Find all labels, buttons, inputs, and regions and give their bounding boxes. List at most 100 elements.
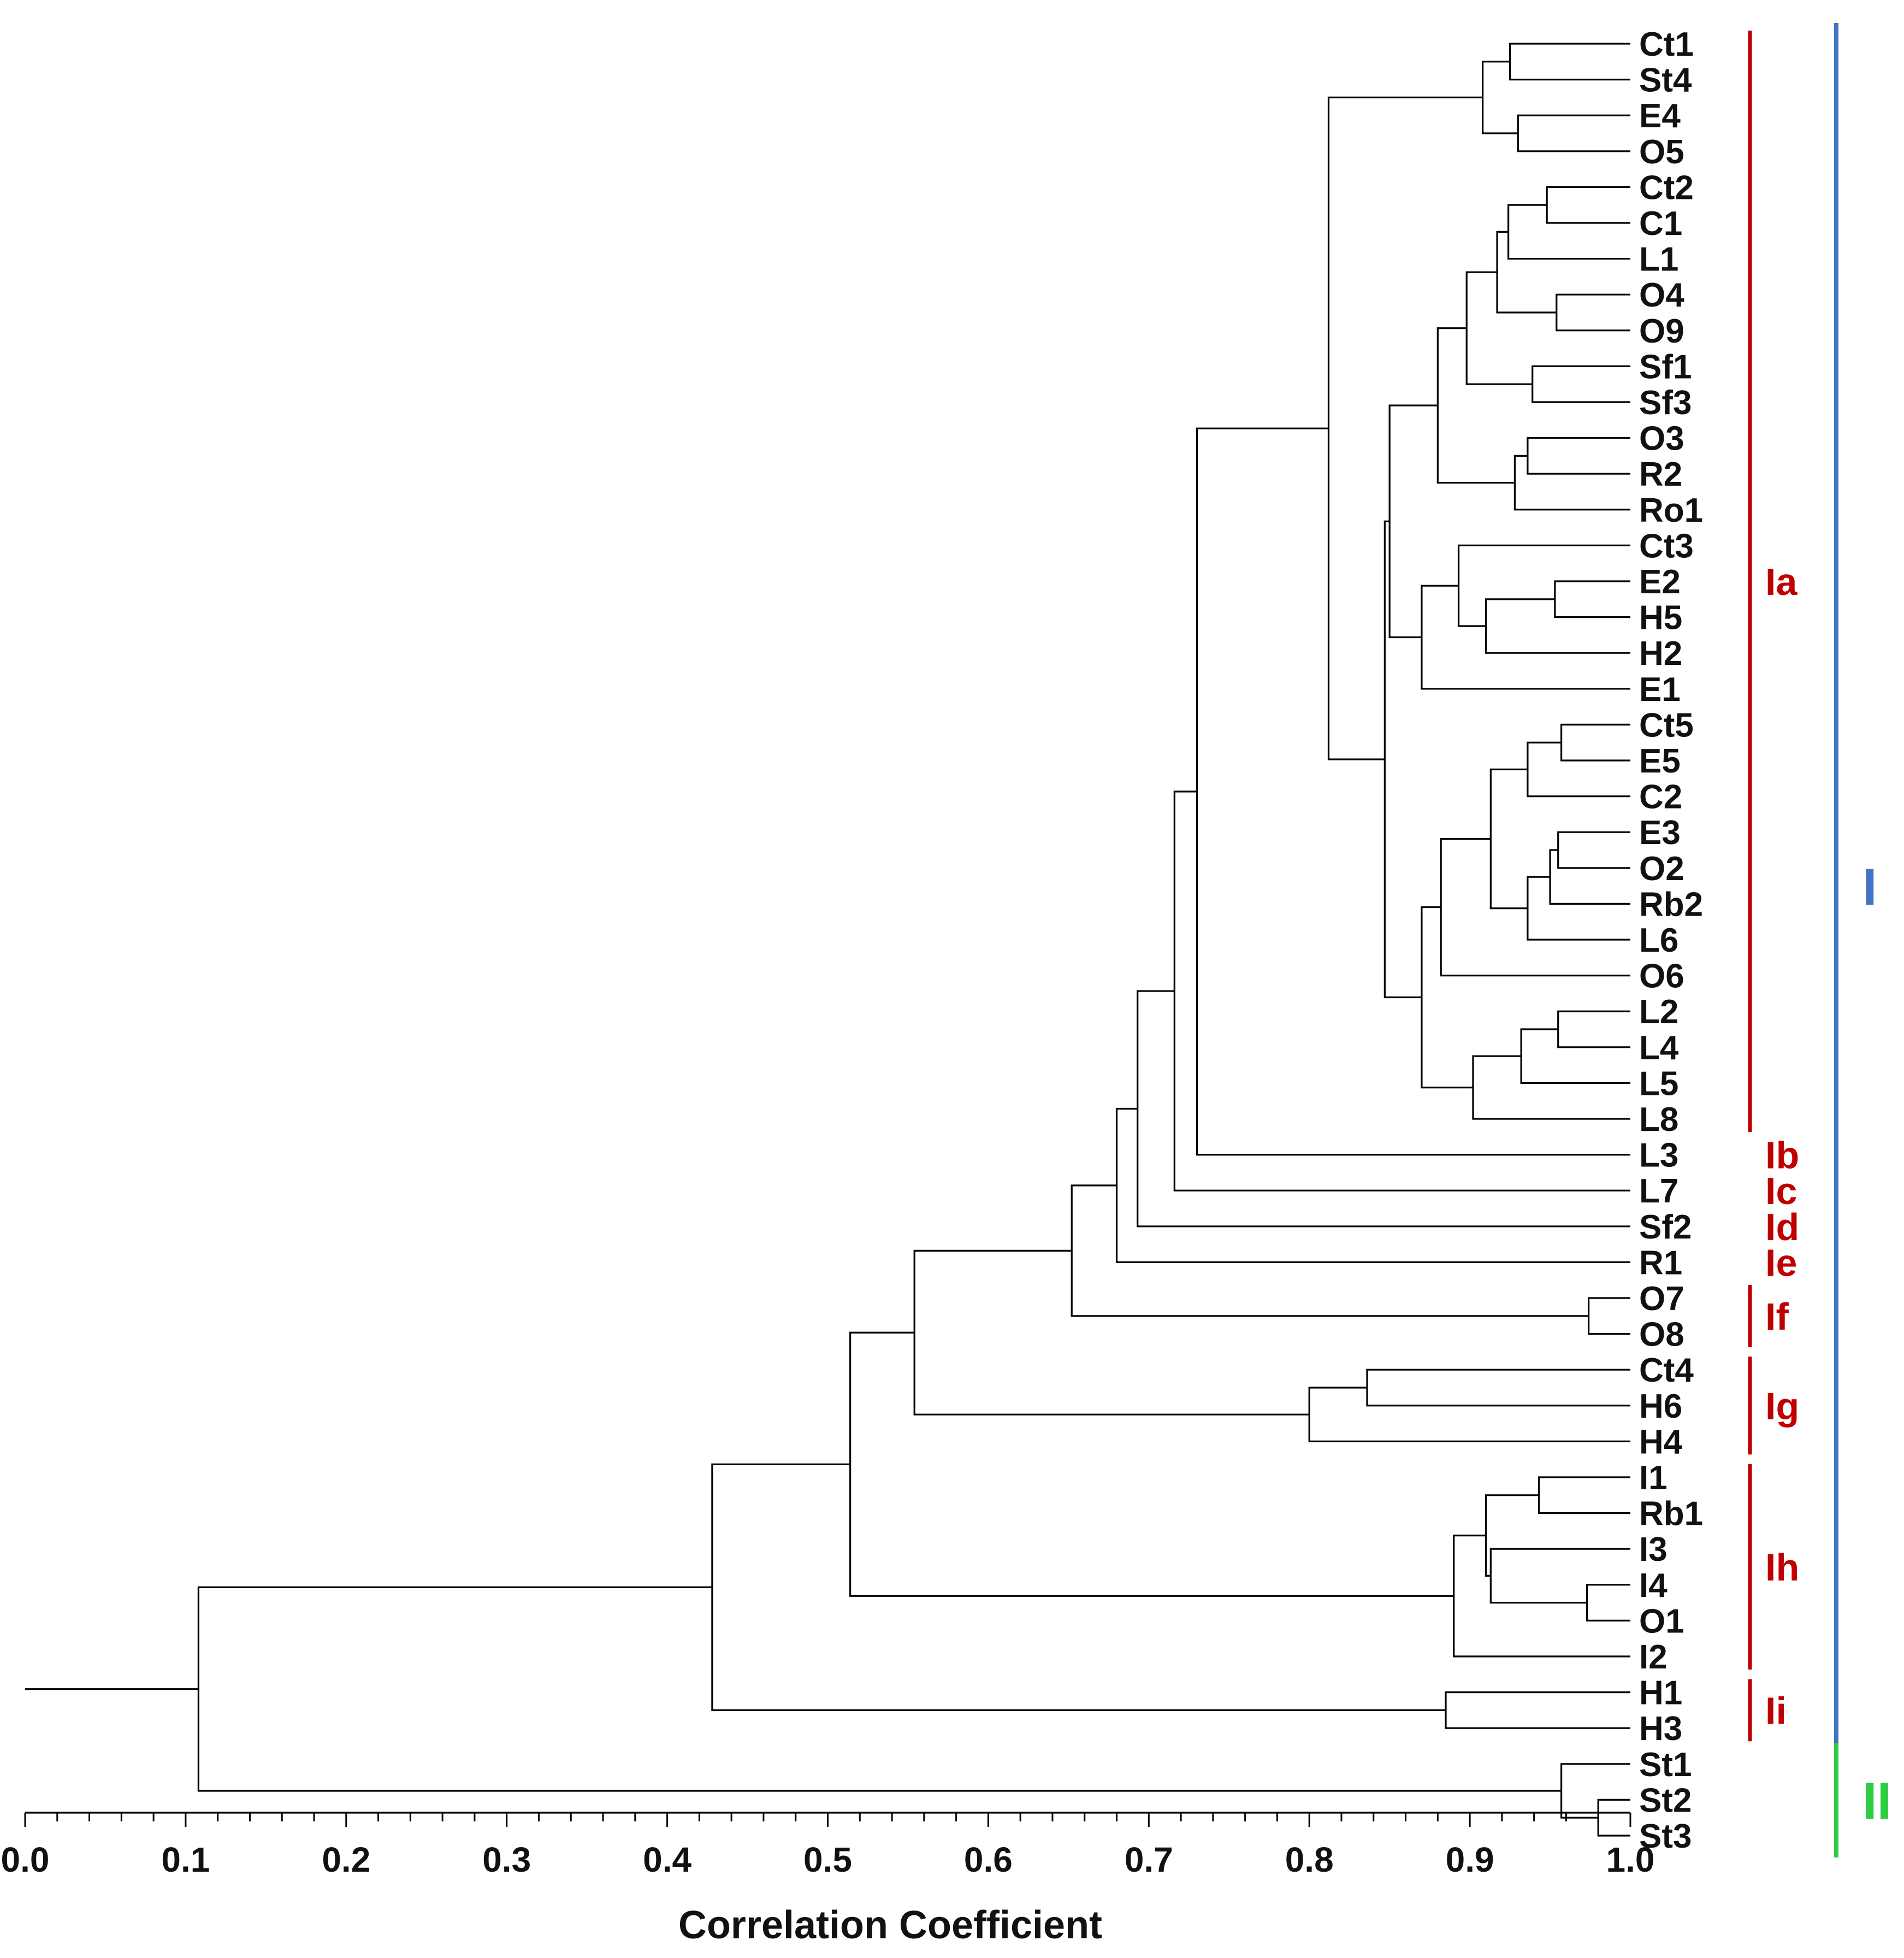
leaf-label-e1: E1	[1639, 671, 1681, 709]
x-tick-label-0-8: 0.8	[1285, 1840, 1334, 1879]
branch-merge-0	[1509, 43, 1630, 81]
leaf-label-i4: I4	[1639, 1567, 1668, 1605]
leaf-label-l5: L5	[1639, 1065, 1678, 1102]
branch-merge-23	[1440, 838, 1630, 977]
subgroup-label-ia: Ia	[1765, 561, 1797, 603]
branch-merge-32	[1137, 990, 1630, 1228]
branch-merge-24	[1557, 1010, 1630, 1048]
leaf-label-sf1: Sf1	[1639, 348, 1692, 386]
x-tick-label-0-3: 0.3	[482, 1840, 531, 1879]
x-tick-label-0-1: 0.1	[161, 1840, 210, 1879]
leaf-labels: Ct1St4E4O5Ct2C1L1O4O9Sf1Sf3O3R2Ro1Ct3E2H…	[1639, 26, 1703, 1855]
leaf-label-ct1: Ct1	[1639, 26, 1694, 63]
leaf-label-st2: St2	[1639, 1782, 1692, 1819]
leaf-label-o8: O8	[1639, 1316, 1684, 1354]
branch-merge-48	[1560, 1763, 1630, 1819]
leaf-label-i1: I1	[1639, 1459, 1668, 1497]
leaf-label-h1: H1	[1639, 1674, 1682, 1712]
branch-merge-15	[1421, 585, 1630, 690]
branch-merge-6	[1496, 231, 1557, 314]
x-tick-label-0-4: 0.4	[643, 1840, 691, 1879]
leaf-label-ro1: Ro1	[1639, 492, 1703, 529]
leaf-label-o2: O2	[1639, 850, 1684, 888]
leaf-label-o3: O3	[1639, 420, 1684, 458]
subgroup-label-ii: Ii	[1765, 1689, 1787, 1732]
leaf-label-ct4: Ct4	[1639, 1352, 1694, 1389]
leaf-label-o5: O5	[1639, 133, 1684, 171]
branch-merge-44	[849, 1331, 1454, 1597]
leaf-label-i2: I2	[1639, 1638, 1668, 1676]
leaf-label-l1: L1	[1639, 241, 1678, 279]
leaf-label-h5: H5	[1639, 599, 1682, 637]
leaf-label-o7: O7	[1639, 1280, 1684, 1318]
leaf-label-l2: L2	[1639, 993, 1678, 1031]
subgroup-label-ih: Ih	[1765, 1546, 1799, 1589]
branch-merge-16	[1388, 404, 1438, 639]
branch-merge-14	[1457, 544, 1630, 627]
x-tick-label-0-7: 0.7	[1125, 1840, 1173, 1879]
branch-merge-11	[1436, 327, 1515, 484]
leaf-label-r1: R1	[1639, 1244, 1682, 1282]
x-tick-label-0-0: 0.0	[1, 1840, 50, 1879]
leaf-label-o9: O9	[1639, 312, 1684, 350]
branch-merge-34	[1587, 1297, 1630, 1335]
leaf-label-l4: L4	[1639, 1029, 1679, 1067]
branch-merge-8	[1465, 271, 1533, 385]
x-axis-title: Correlation Coefficient	[678, 1903, 1102, 1947]
branch-merge-13	[1485, 598, 1630, 654]
leaf-label-i3: I3	[1639, 1531, 1668, 1568]
branch-merge-37	[1308, 1387, 1630, 1442]
branch-merge-27	[1421, 906, 1473, 1089]
leaf-label-ct2: Ct2	[1639, 169, 1694, 207]
cluster-label-ii: II	[1862, 1772, 1891, 1830]
x-tick-label-0-2: 0.2	[322, 1840, 370, 1879]
branch-merge-40	[1586, 1584, 1630, 1621]
leaf-label-e5: E5	[1639, 742, 1681, 780]
dendrogram-branches	[25, 43, 1630, 1837]
branch-merge-31	[1173, 791, 1630, 1192]
subgroup-label-ib: Ib	[1765, 1134, 1799, 1177]
leaf-label-st4: St4	[1639, 62, 1692, 99]
cluster-label-i: I	[1862, 858, 1877, 917]
subgroup-label-ie: Ie	[1765, 1241, 1797, 1284]
branch-merge-26	[1472, 1055, 1630, 1120]
leaf-label-sf3: Sf3	[1639, 384, 1692, 422]
leaf-label-e3: E3	[1639, 814, 1681, 852]
branch-merge-7	[1532, 365, 1630, 403]
leaf-label-h3: H3	[1639, 1710, 1682, 1748]
leaf-label-st1: St1	[1639, 1746, 1692, 1784]
branch-merge-42	[1485, 1494, 1539, 1577]
subgroup-label-id: Id	[1765, 1206, 1799, 1248]
leaf-label-l8: L8	[1639, 1101, 1678, 1139]
branch-merge-20	[1549, 849, 1630, 905]
leaf-label-sf2: Sf2	[1639, 1208, 1692, 1246]
branch-merge-18	[1527, 741, 1630, 798]
leaf-label-o4: O4	[1639, 276, 1684, 314]
x-tick-label-1-0: 1.0	[1606, 1840, 1655, 1879]
leaf-label-c2: C2	[1639, 779, 1682, 816]
leaf-label-rb2: Rb2	[1639, 886, 1703, 923]
branch-merge-22	[1489, 768, 1528, 910]
branch-merge-35	[1071, 1184, 1589, 1317]
branch-merge-10	[1513, 455, 1630, 511]
leaf-label-o6: O6	[1639, 958, 1684, 995]
branch-merge-4	[1507, 204, 1630, 260]
leaf-label-l6: L6	[1639, 922, 1678, 959]
branch-merge-45	[1445, 1691, 1630, 1729]
leaf-label-ct3: Ct3	[1639, 527, 1694, 565]
subgroup-label-ic: Ic	[1765, 1170, 1797, 1212]
leaf-label-c1: C1	[1639, 205, 1682, 243]
leaf-label-h4: H4	[1639, 1423, 1683, 1461]
leaf-label-o1: O1	[1639, 1602, 1684, 1640]
branch-merge-39	[1538, 1476, 1630, 1514]
leaf-label-l7: L7	[1639, 1172, 1678, 1210]
branch-merge-49	[197, 1586, 1562, 1792]
branch-merge-47	[1597, 1798, 1630, 1837]
branch-merge-17	[1560, 723, 1630, 762]
leaf-label-rb1: Rb1	[1639, 1495, 1703, 1533]
branch-merge-36	[1366, 1369, 1630, 1407]
branch-merge-30	[1196, 427, 1630, 1156]
branch-merge-12	[1554, 580, 1630, 618]
branch-merge-25	[1520, 1028, 1630, 1084]
